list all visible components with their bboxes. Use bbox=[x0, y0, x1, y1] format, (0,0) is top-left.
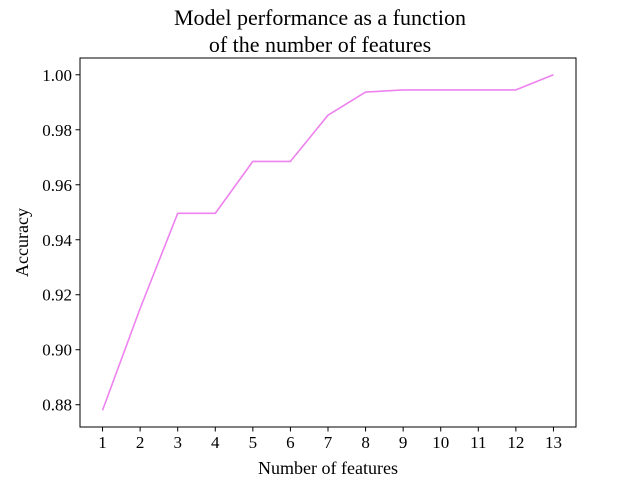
x-tick-label: 1 bbox=[98, 433, 107, 452]
x-axis-ticks: 1 2 3 4 5 6 7 8 9 10 11 12 13 bbox=[98, 427, 562, 452]
x-tick-label: 2 bbox=[136, 433, 145, 452]
x-tick-label: 3 bbox=[173, 433, 182, 452]
chart-title-line-1: Model performance as a function bbox=[174, 5, 466, 30]
chart-title: Model performance as a function of the n… bbox=[0, 4, 640, 58]
plot-frame bbox=[79, 57, 577, 428]
chart-title-line-2: of the number of features bbox=[208, 32, 432, 57]
x-tick-label: 4 bbox=[211, 433, 220, 452]
y-tick-label: 0.90 bbox=[42, 341, 72, 360]
y-axis-label: Accuracy bbox=[12, 208, 32, 277]
x-tick-label: 12 bbox=[507, 433, 524, 452]
x-tick-label: 7 bbox=[324, 433, 333, 452]
y-tick-label: 0.96 bbox=[42, 176, 72, 195]
y-tick-label: 0.88 bbox=[42, 396, 72, 415]
x-tick-label: 6 bbox=[286, 433, 295, 452]
x-tick-label: 11 bbox=[470, 433, 486, 452]
x-tick-label: 9 bbox=[399, 433, 408, 452]
y-axis-ticks: 0.88 0.90 0.92 0.94 0.96 0.98 1.00 bbox=[42, 66, 80, 415]
x-tick-label: 5 bbox=[249, 433, 258, 452]
x-tick-label: 13 bbox=[545, 433, 562, 452]
y-tick-label: 0.98 bbox=[42, 121, 72, 140]
x-tick-label: 10 bbox=[432, 433, 449, 452]
y-tick-label: 0.94 bbox=[42, 231, 72, 250]
series-line bbox=[101, 74, 554, 411]
x-axis-label: Number of features bbox=[258, 458, 398, 478]
x-tick-label: 8 bbox=[361, 433, 370, 452]
series-layer bbox=[101, 74, 554, 411]
y-tick-label: 1.00 bbox=[42, 66, 72, 85]
y-tick-label: 0.92 bbox=[42, 286, 72, 305]
